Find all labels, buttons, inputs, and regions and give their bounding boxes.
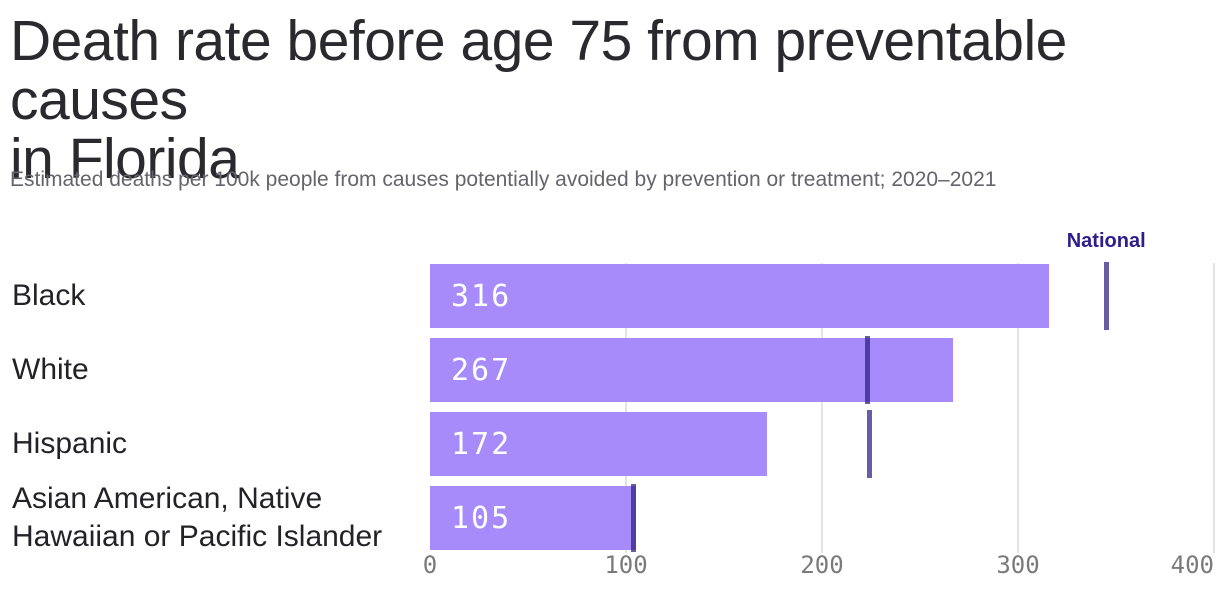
x-axis-tick-label: 200 bbox=[800, 551, 844, 579]
chart-subtitle: Estimated deaths per 100k people from ca… bbox=[10, 168, 997, 191]
category-label: White bbox=[12, 353, 89, 386]
x-axis-tick-label: 0 bbox=[422, 551, 438, 579]
national-marker-tick bbox=[1103, 262, 1109, 330]
gridline bbox=[1213, 263, 1215, 553]
gridline bbox=[821, 263, 823, 553]
gridline bbox=[1017, 263, 1019, 553]
bar: 105 bbox=[430, 486, 636, 550]
gridline bbox=[625, 263, 627, 553]
bar-value-label: 172 bbox=[451, 426, 512, 462]
category-label: Hispanic bbox=[12, 427, 128, 460]
bar-value-label: 316 bbox=[451, 278, 512, 314]
chart-title: Death rate before age 75 from preventabl… bbox=[10, 12, 1200, 189]
x-axis-tick-label: 400 bbox=[1170, 551, 1214, 579]
x-axis-tick-label: 100 bbox=[604, 551, 648, 579]
national-marker-legend-label: National bbox=[1066, 230, 1146, 252]
bar: 172 bbox=[430, 412, 768, 476]
bar: 267 bbox=[430, 338, 954, 402]
bar-value-label: 267 bbox=[451, 352, 512, 388]
category-label: Asian American, Native Hawaiian or Pacif… bbox=[12, 482, 383, 553]
chart-title-line-1: Death rate before age 75 from preventabl… bbox=[10, 9, 1067, 132]
national-marker-tick bbox=[864, 336, 870, 404]
national-marker-tick bbox=[631, 484, 637, 552]
bar: 316 bbox=[430, 264, 1050, 328]
chart-title-line-2: in Florida bbox=[10, 127, 240, 191]
x-axis-tick-label: 300 bbox=[996, 551, 1040, 579]
national-marker-tick bbox=[866, 410, 872, 478]
bar-value-label: 105 bbox=[451, 500, 512, 536]
category-label: Black bbox=[12, 279, 86, 312]
